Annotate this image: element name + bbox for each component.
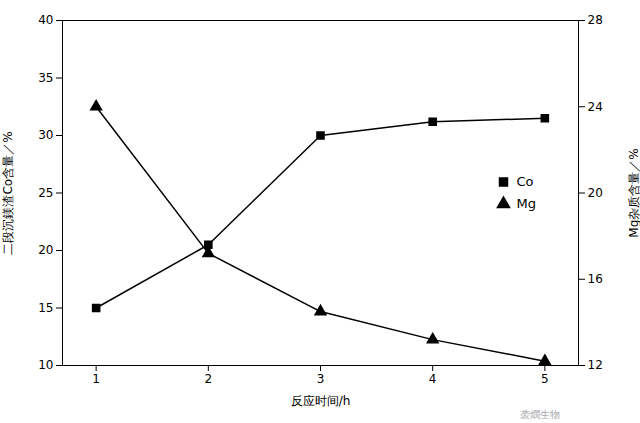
svg-text:40: 40 (38, 13, 53, 27)
svg-text:3: 3 (317, 372, 325, 386)
svg-text:20: 20 (38, 243, 53, 257)
svg-text:35: 35 (38, 71, 53, 85)
svg-text:Mg: Mg (517, 196, 536, 211)
svg-text:二段沉鎂渣Co含量／%: 二段沉鎂渣Co含量／% (1, 131, 15, 254)
svg-text:12: 12 (588, 358, 603, 372)
svg-text:25: 25 (38, 186, 53, 200)
svg-text:反应时间/h: 反应时间/h (291, 394, 351, 408)
svg-text:4: 4 (429, 372, 437, 386)
svg-text:2: 2 (205, 372, 213, 386)
svg-text:16: 16 (588, 272, 603, 286)
svg-text:30: 30 (38, 128, 53, 142)
svg-text:5: 5 (541, 372, 549, 386)
svg-text:20: 20 (588, 186, 603, 200)
svg-text:15: 15 (38, 301, 53, 315)
svg-text:10: 10 (38, 358, 53, 372)
svg-text:1: 1 (92, 372, 100, 386)
svg-text:28: 28 (588, 13, 603, 27)
svg-text:Co: Co (517, 174, 534, 189)
svg-text:Mg杂质含量／%: Mg杂质含量／% (627, 148, 640, 237)
svg-text:24: 24 (588, 100, 603, 114)
html-text:袭燘生物: 袭燘生物 (520, 409, 560, 420)
